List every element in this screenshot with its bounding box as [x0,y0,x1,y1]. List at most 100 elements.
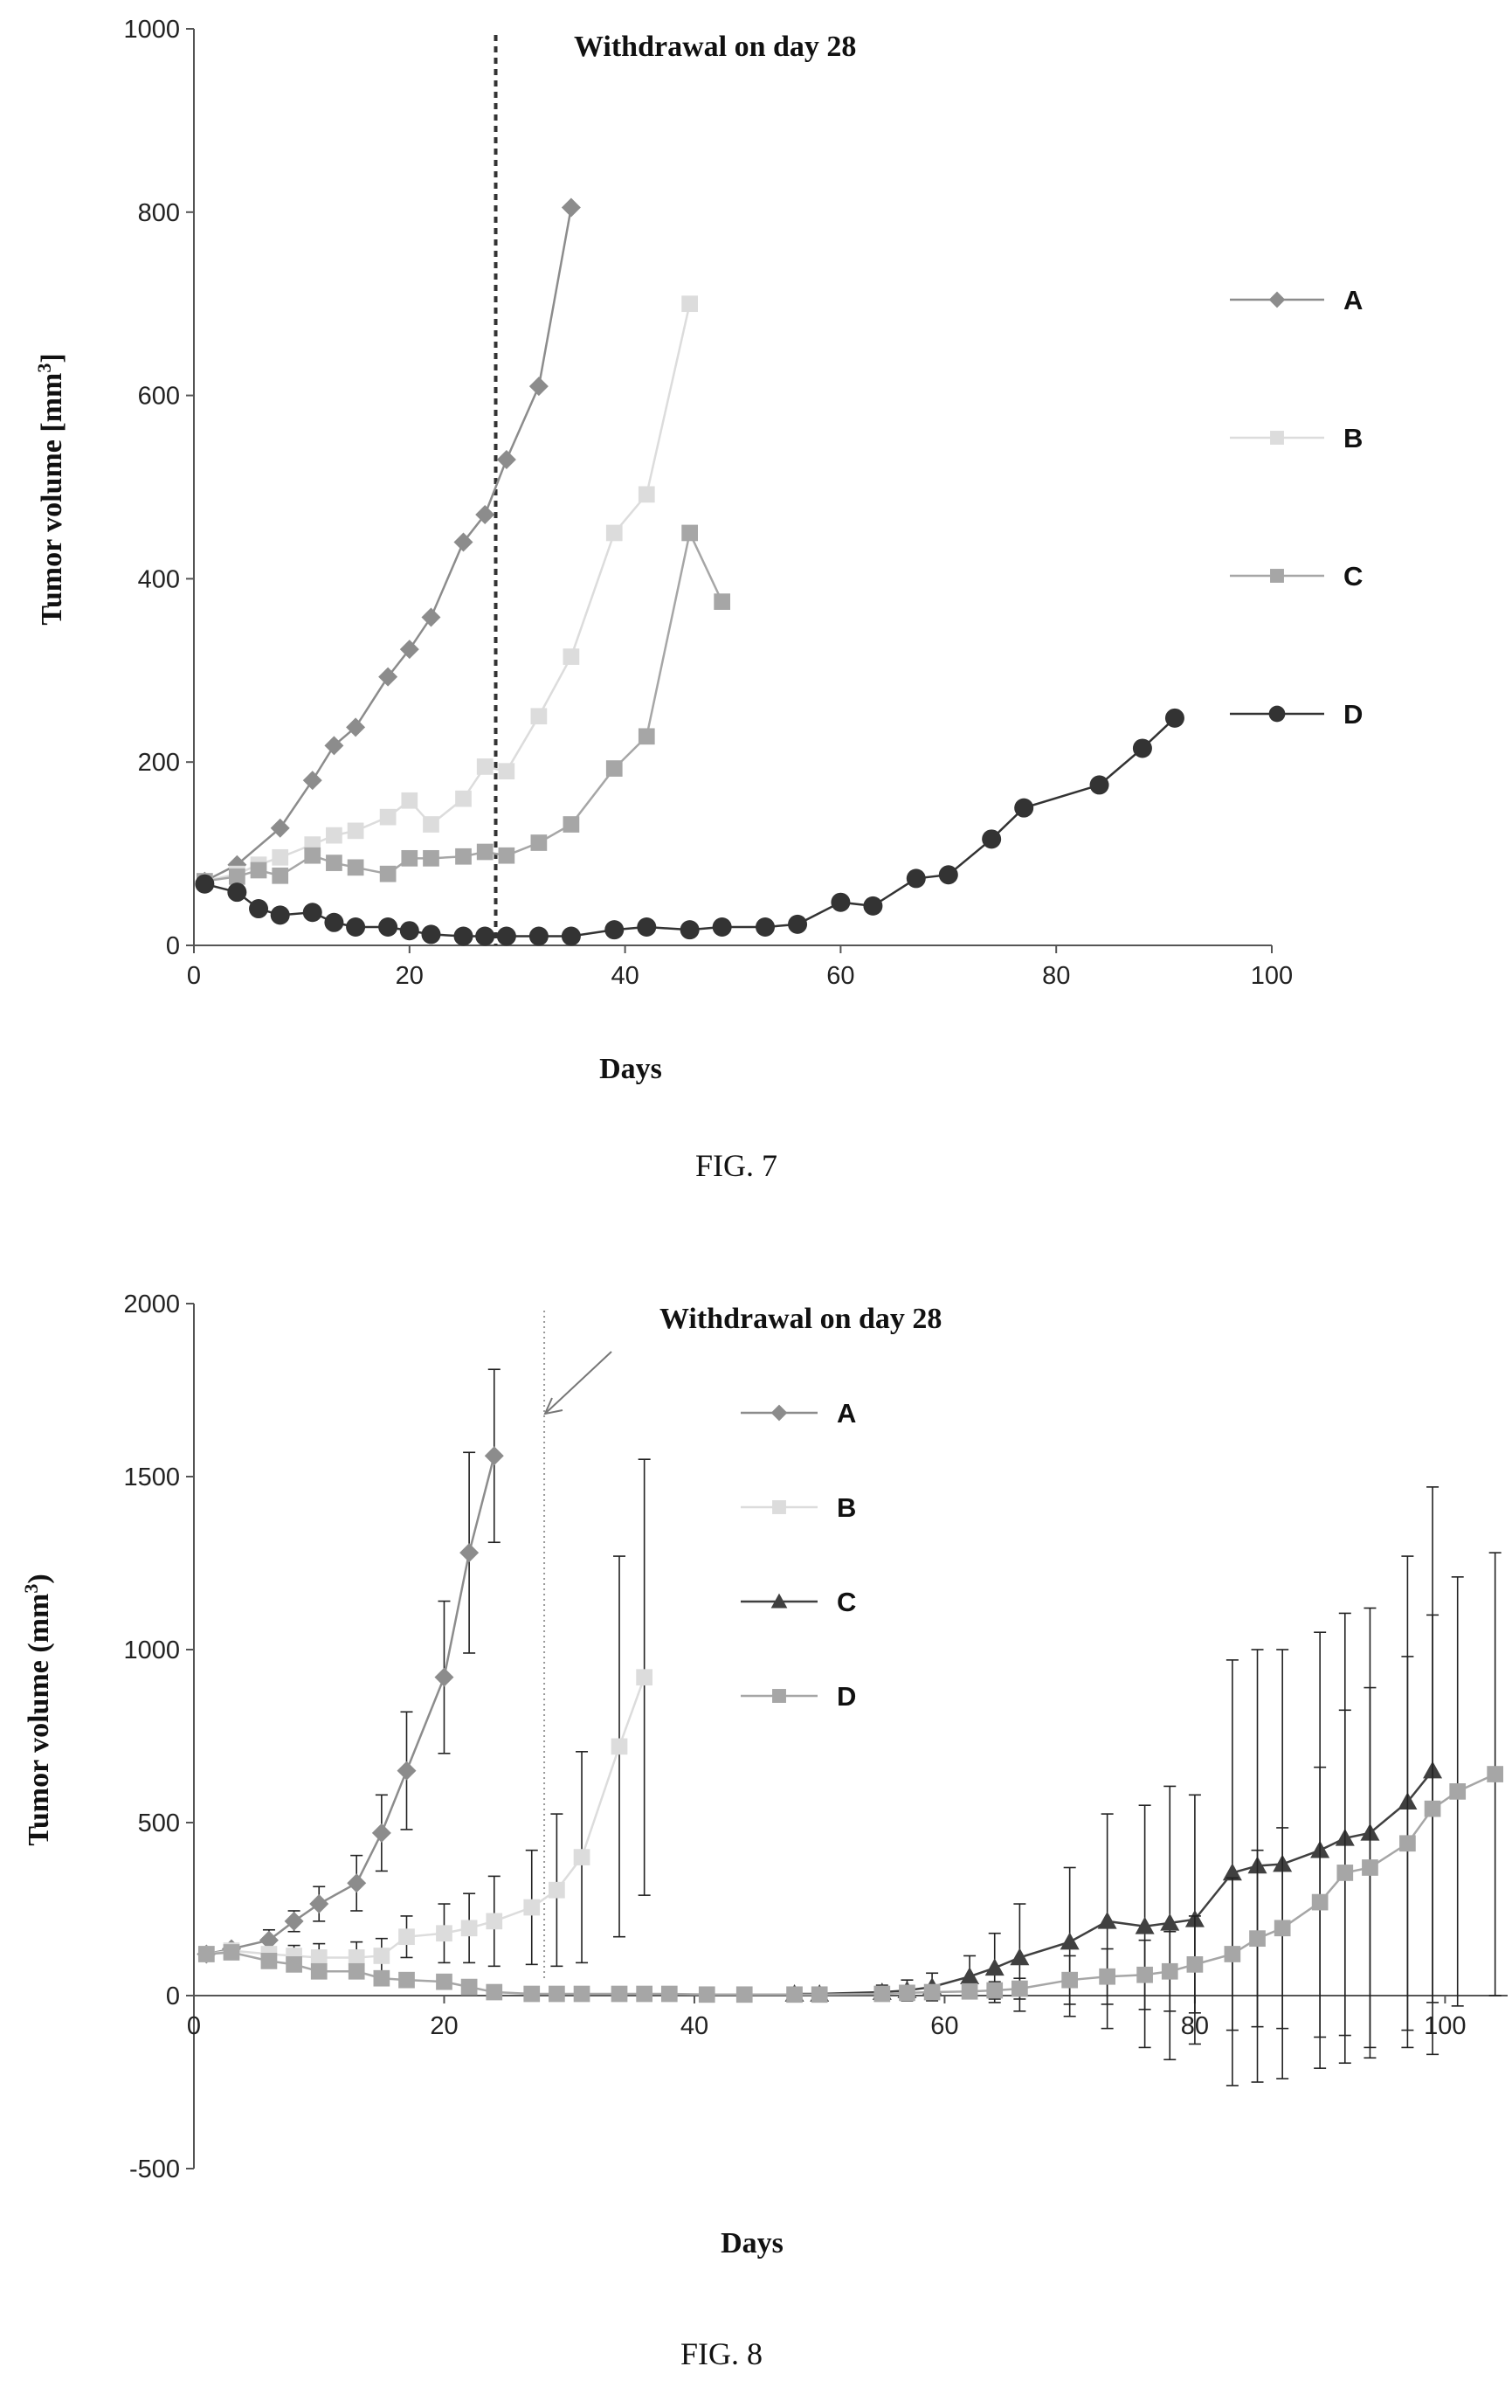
fig8-data-point-D [1224,1946,1241,1962]
fig7-data-point-D [249,899,269,919]
fig8-data-point-B [460,1920,478,1937]
fig7-data-point-A [270,818,290,838]
fig8-data-point-B [436,1925,452,1942]
fig8-data-point-D [1011,1980,1028,1997]
fig7-series-line-B [204,303,691,882]
fig7-y-axis-label: Tumor volume [mm3] [33,353,69,625]
fig7-data-point-A [421,607,441,627]
fig7-data-point-D [324,912,344,932]
fig7-data-point-D [1164,708,1184,728]
fig7-data-point-A [324,736,344,756]
fig7-annotation-withdrawal: Withdrawal on day 28 [574,31,856,63]
fig7-series-A [195,197,581,891]
fig8-data-point-D [1311,1893,1329,1911]
fig7-data-point-D [270,905,290,925]
fig8-data-point-C [1010,1948,1030,1966]
fig8-data-point-B [310,1949,328,1966]
fig8-data-point-D [1487,1766,1504,1782]
fig8-y-tick-label: 2000 [123,1290,180,1318]
fig7-data-point-B [498,763,515,780]
fig7-y-tick-label: 600 [138,383,180,411]
fig8-data-point-D [986,1982,1004,1999]
fig7-series-B [196,295,698,889]
fig8-data-point-A [259,1930,279,1950]
fig7-x-tick-label: 100 [1251,962,1293,990]
fig7-data-point-C [714,593,731,610]
fig8-series-D [197,1552,1504,2049]
fig7-data-point-C [304,847,321,864]
fig7-data-point-D [604,920,625,940]
fig8-data-point-D [811,1986,828,2003]
fig7-x-tick-label: 60 [826,962,854,990]
fig7-data-point-D [982,829,1002,849]
fig8-data-point-D [923,1983,941,2001]
fig7-data-point-D [906,868,926,889]
fig8-data-point-D [436,1973,452,1990]
fig8-data-point-D [698,1986,715,2003]
fig7-data-point-C [347,859,364,876]
fig7-data-point-A [475,504,495,524]
fig7-series-C [196,524,731,889]
fig8-legend-marker-C [770,1593,788,1609]
fig8-data-point-C [1160,1913,1180,1931]
fig8-data-point-D [735,1986,753,2003]
fig7-data-point-C [563,816,580,833]
fig8-data-point-D [636,1985,653,2003]
fig7-data-point-A [399,640,419,660]
fig7-legend-marker-D [1268,705,1286,723]
fig7-data-point-A [302,771,322,791]
fig7-series-D [195,708,1184,946]
fig8-data-point-D [549,1985,565,2003]
fig8-data-point-B [611,1738,628,1755]
fig8-data-point-D [286,1956,302,1973]
fig8-x-tick-label: 20 [430,2012,458,2040]
fig8-y-tick-label: 0 [166,1982,180,2010]
fig8-data-point-D [1399,1835,1416,1852]
fig8-y-tick-label: -500 [129,2155,180,2183]
fig7-data-point-B [347,822,364,840]
fig8-data-point-D [873,1985,891,2003]
fig8-x-tick-label: 100 [1424,2012,1466,2040]
fig8-data-point-D [1136,1966,1153,1983]
fig8-x-tick-label: 60 [930,2012,958,2040]
fig7-data-point-B [605,524,623,542]
fig8-data-point-B [573,1849,590,1865]
fig8-data-point-D [460,1978,478,1996]
fig8-data-point-D [523,1985,541,2003]
fig8-series-line-A [206,1455,495,1955]
fig7-data-point-A [346,717,366,737]
fig8-series-line-B [206,1677,646,1959]
fig8-data-point-B [549,1881,565,1899]
fig8-x-axis-label: Days [721,2227,784,2259]
fig7-data-point-D [831,892,851,912]
fig7-data-point-D [421,924,441,945]
fig7-data-point-B [638,486,655,503]
fig7-data-point-D [453,926,473,946]
fig8-data-point-D [961,1982,978,2000]
fig7-legend-label-A: A [1343,285,1363,315]
fig8-series-line-D [206,1773,1496,1996]
fig8-legend-marker-B [772,1500,786,1514]
fig7-data-point-B [455,790,472,807]
fig7-legend-marker-B [1270,431,1284,445]
fig8-data-point-A [347,1873,367,1893]
fig7-data-point-D [637,917,657,938]
fig7-data-point-C [250,861,267,879]
fig8-data-point-D [786,1986,803,2003]
fig8-series-B [197,1458,653,1975]
fig8-data-point-D [197,1946,215,1962]
fig7-data-point-B [326,827,342,844]
fig8-y-tick-label: 500 [138,1809,180,1837]
fig8-x-tick-label: 0 [187,2012,201,2040]
fig8-data-point-D [1336,1865,1354,1881]
fig8-y-axis-label-end: ) [23,1574,55,1583]
fig7-y-tick-label: 200 [138,749,180,777]
fig7-series-line-A [204,207,573,882]
fig8-data-point-C [960,1967,980,1985]
fig7-data-point-D [561,926,581,946]
fig7-data-point-C [530,834,548,851]
fig7-data-point-D [788,914,808,934]
fig8-data-point-A [459,1543,480,1563]
fig7-data-point-B [476,758,494,775]
fig8-legend-label-D: D [837,1681,856,1712]
